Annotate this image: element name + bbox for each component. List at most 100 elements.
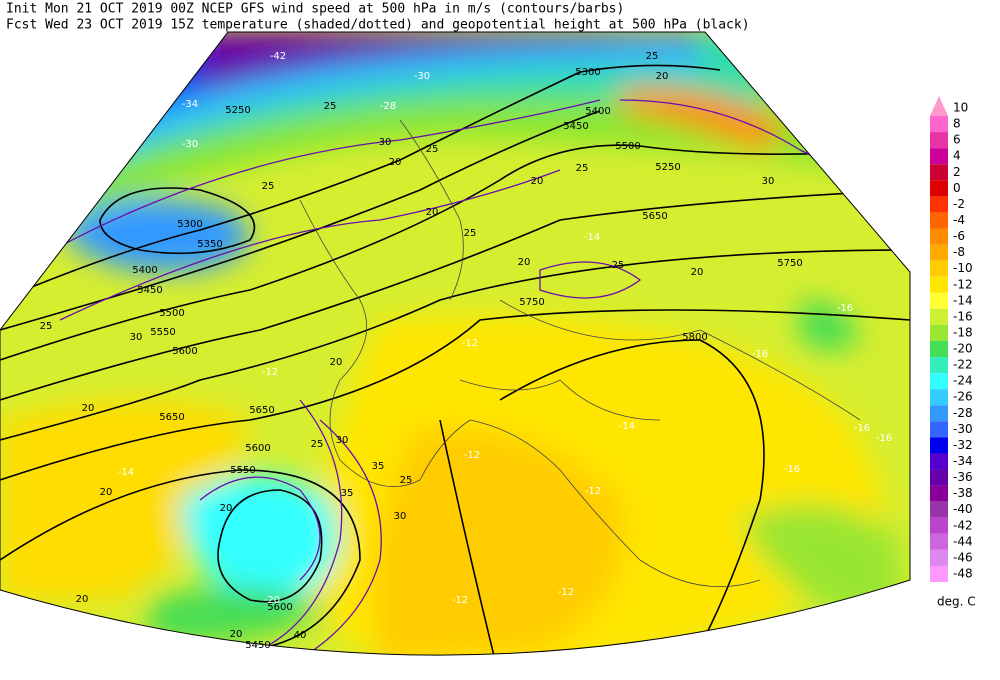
colorbar-box	[930, 212, 948, 229]
temperature-label: -34	[182, 99, 198, 110]
height-label: 5450	[137, 285, 162, 296]
temperature-label: -16	[854, 423, 870, 434]
wind-label: 20	[330, 357, 343, 368]
wind-label: 20	[518, 257, 531, 268]
height-label: 5450	[245, 640, 270, 651]
colorbar-label: 8	[953, 117, 961, 131]
wind-label: 30	[379, 137, 392, 148]
height-label: 5500	[615, 141, 640, 152]
temperature-label: -14	[118, 467, 134, 478]
wind-label: 30	[762, 176, 775, 187]
colorbar-box	[930, 116, 948, 133]
wind-label: 25	[400, 475, 413, 486]
wind-label: 25	[612, 260, 625, 271]
temperature-label: -12	[262, 367, 278, 378]
height-label: 5400	[585, 106, 610, 117]
colorbar-box	[930, 196, 948, 213]
wind-label: 25	[576, 163, 589, 174]
colorbar-box	[930, 308, 948, 325]
colorbar-label: -8	[953, 245, 965, 259]
height-label: 5400	[132, 265, 157, 276]
colorbar-box	[930, 341, 948, 358]
colorbar-box	[930, 357, 948, 374]
colorbar-label: -36	[953, 470, 973, 484]
wind-label: 20	[426, 207, 439, 218]
header-line-1: Init Mon 21 OCT 2019 00Z NCEP GFS wind s…	[6, 2, 624, 17]
wind-label: 20	[389, 157, 402, 168]
height-label: 5250	[655, 162, 680, 173]
temperature-label: -12	[462, 338, 478, 349]
colorbar-box	[930, 148, 948, 165]
height-contours	[0, 64, 910, 656]
colorbar-box	[930, 501, 948, 518]
temperature-label: -16	[876, 433, 892, 444]
colorbar-label: -26	[953, 390, 973, 404]
height-label: 5750	[519, 297, 544, 308]
height-label: 5800	[682, 332, 707, 343]
wind-label: 30	[394, 511, 407, 522]
colorbar-label: -22	[953, 358, 973, 372]
colorbar-label: -20	[953, 342, 973, 356]
wind-label: 35	[372, 461, 385, 472]
colorbar-label: -46	[953, 550, 973, 564]
height-label: 5300	[575, 67, 600, 78]
height-label: 5750	[777, 258, 802, 269]
colorbar-box	[930, 228, 948, 245]
wind-label: 20	[76, 594, 89, 605]
colorbar-label: -18	[953, 325, 973, 339]
temperature-label: -28	[380, 101, 396, 112]
wind-label: 25	[464, 228, 477, 239]
colorbar-label: -34	[953, 454, 973, 468]
wind-label: 20	[220, 503, 233, 514]
colorbar-label: -28	[953, 406, 973, 420]
colorbar-label: -6	[953, 229, 965, 243]
temperature-label: -42	[270, 51, 286, 62]
map-area	[0, 32, 910, 656]
map-border	[0, 31, 911, 656]
colorbar-box	[930, 533, 948, 550]
height-label: 5550	[230, 465, 255, 476]
colorbar-label: -42	[953, 518, 973, 532]
wind-label: 25	[324, 101, 337, 112]
height-label: 5550	[150, 327, 175, 338]
wind-label: 20	[230, 629, 243, 640]
colorbar-label: 6	[953, 133, 961, 147]
colorbar-box	[930, 292, 948, 309]
temperature-label: -12	[452, 595, 468, 606]
colorbar-label: -38	[953, 486, 973, 500]
temperature-label: -30	[414, 71, 430, 82]
wind-label: 20	[100, 487, 113, 498]
temperature-labels: -42 -34 -30 -30 -28 -16 -14 -12 -12 -12 …	[118, 51, 892, 606]
wind-label: 25	[311, 439, 324, 450]
wind-label: 25	[646, 51, 659, 62]
wind-label: 40	[294, 630, 307, 641]
colorbar-box	[930, 324, 948, 341]
temperature-label: -14	[584, 232, 600, 243]
colorbar-label: -10	[953, 261, 973, 275]
colorbar-label: -16	[953, 309, 973, 323]
height-labels: 5300 5400 5450 5500 5250 5650 5750 5750 …	[132, 67, 802, 651]
temperature-label: -16	[784, 464, 800, 475]
temperature-label: -20	[264, 595, 280, 606]
colorbar-box	[930, 276, 948, 293]
colorbar-unit: deg. C	[937, 595, 976, 609]
temperature-label: -16	[837, 303, 853, 314]
height-label: 5650	[159, 412, 184, 423]
colorbar-box	[930, 164, 948, 181]
temperature-label: -30	[182, 139, 198, 150]
colorbar-label: 10	[953, 101, 968, 115]
colorbar-label: -32	[953, 438, 973, 452]
colorbar-box	[930, 132, 948, 149]
colorbar-box	[930, 405, 948, 422]
colorbar-arrow	[930, 95, 948, 117]
wind-label: 25	[426, 144, 439, 155]
colorbar-box	[930, 485, 948, 502]
temperature-label: -14	[619, 421, 635, 432]
coastlines	[299, 119, 861, 588]
height-label: 5600	[245, 443, 270, 454]
wind-label: 20	[691, 267, 704, 278]
colorbar-label: -44	[953, 534, 973, 548]
height-label: 5600	[172, 346, 197, 357]
colorbar-label: -48	[953, 567, 973, 581]
wind-labels: 25 20 25 30 20 25 20 25 20 25 20 25 20 2…	[40, 51, 775, 641]
